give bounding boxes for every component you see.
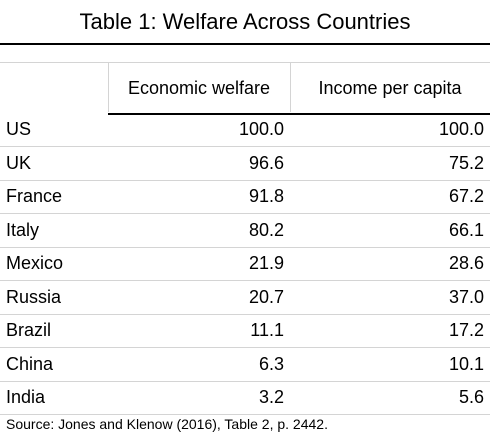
cell-economic-welfare: 100.0 (238, 119, 284, 139)
cell-income-per-capita: 75.2 (448, 152, 484, 173)
header-rule (108, 113, 490, 115)
table-row: Russia 20.7 37.0 (0, 281, 490, 314)
cell-country: UK (6, 152, 32, 173)
table-row: US 100.0 100.0 (0, 113, 490, 147)
cell-country: Brazil (6, 320, 52, 341)
cell-country: Russia (6, 286, 62, 307)
cell-income-per-capita: 28.6 (448, 253, 484, 274)
cell-income-per-capita: 66.1 (448, 219, 484, 240)
cell-income-per-capita: 100.0 (438, 119, 484, 139)
table-title: Table 1: Welfare Across Countries (79, 8, 411, 34)
header-country (0, 63, 108, 113)
spacer-row (0, 45, 490, 63)
header-divider-2 (290, 62, 291, 112)
cell-economic-welfare: 11.1 (250, 320, 284, 341)
spacer-rule (0, 62, 490, 63)
cell-country: China (6, 353, 54, 374)
table-row: Italy 80.2 66.1 (0, 214, 490, 247)
cell-economic-welfare: 91.8 (248, 186, 284, 207)
cell-economic-welfare: 20.7 (248, 286, 284, 307)
table-row: Mexico 21.9 28.6 (0, 247, 490, 281)
top-rule (0, 43, 490, 45)
cell-economic-welfare: 6.3 (258, 353, 284, 374)
welfare-table: Economic welfare Income per capita US 100… (0, 45, 490, 415)
header-economic-welfare: Economic welfare (127, 77, 271, 98)
source-note: Source: Jones and Klenow (2016), Table 2… (6, 416, 328, 432)
table-row: Brazil 11.1 17.2 (0, 314, 490, 348)
table-row: UK 96.6 75.2 (0, 147, 490, 180)
cell-income-per-capita: 37.0 (448, 286, 484, 307)
cell-economic-welfare: 96.6 (248, 152, 284, 173)
cell-country: France (6, 186, 63, 207)
cell-income-per-capita: 5.6 (458, 387, 484, 408)
table-row: France 91.8 67.2 (0, 180, 490, 214)
cell-economic-welfare: 80.2 (248, 219, 284, 240)
header-divider-1 (108, 62, 109, 112)
cell-country: India (6, 387, 46, 408)
header-income-per-capita: Income per capita (318, 77, 462, 98)
table-row: China 6.3 10.1 (0, 348, 490, 381)
cell-income-per-capita: 10.1 (448, 353, 484, 374)
cell-income-per-capita: 17.2 (448, 320, 484, 341)
cell-economic-welfare: 21.9 (248, 253, 284, 274)
cell-income-per-capita: 67.2 (448, 186, 484, 207)
cell-country: Mexico (6, 253, 64, 274)
cell-country: US (6, 119, 32, 139)
table-row: India 3.2 5.6 (0, 381, 490, 415)
cell-economic-welfare: 3.2 (258, 387, 284, 408)
header-row: Economic welfare Income per capita (0, 63, 490, 113)
cell-country: Italy (6, 219, 40, 240)
